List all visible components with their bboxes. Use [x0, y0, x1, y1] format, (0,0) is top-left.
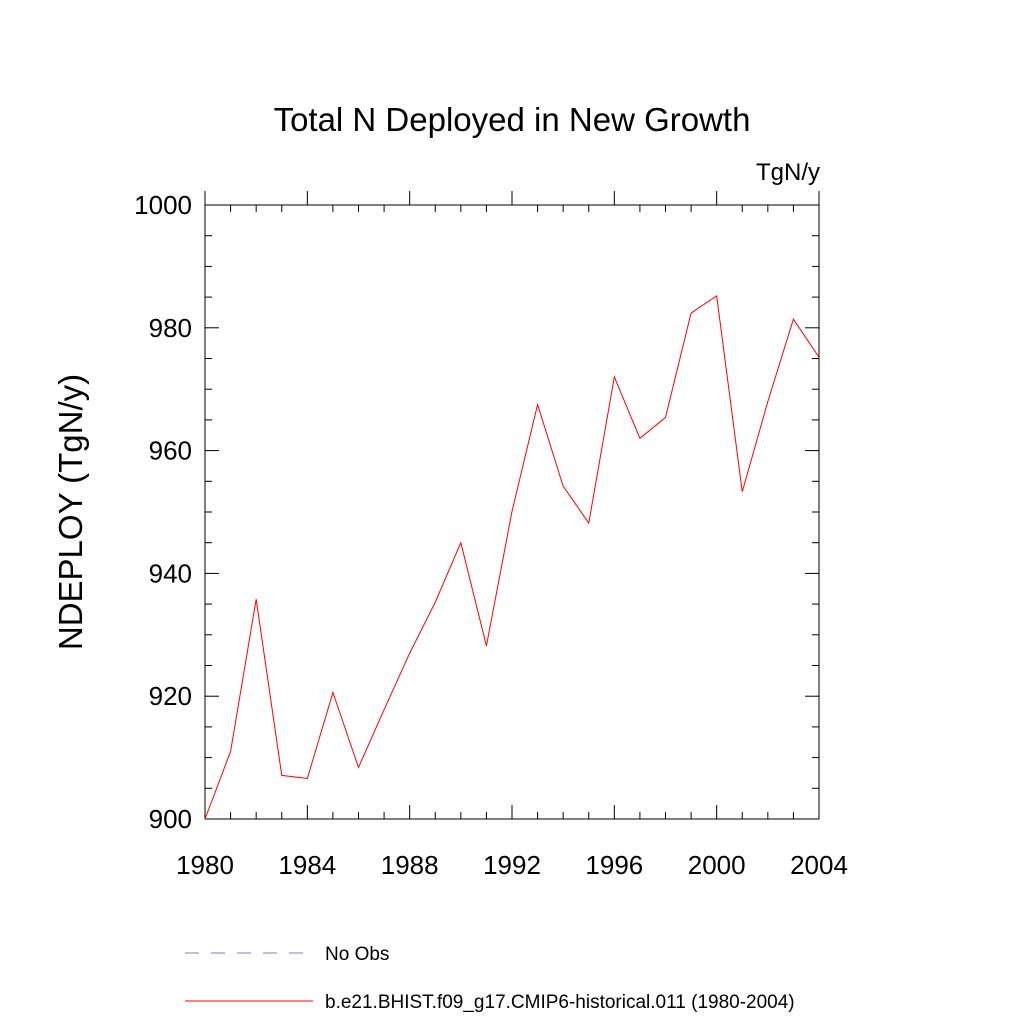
legend: No Obs b.e21.BHIST.f09_g17.CMIP6-histori… [185, 944, 795, 1013]
legend-label-no-obs: No Obs [325, 944, 389, 965]
series-group [204, 295, 820, 820]
y-tick-label: 940 [149, 558, 192, 588]
y-tick-label: 980 [149, 313, 192, 343]
axis-ticks [204, 191, 820, 820]
chart-title: Total N Deployed in New Growth [274, 101, 751, 138]
x-tick-label: 1992 [483, 850, 541, 880]
x-tick-label: 1988 [381, 850, 439, 880]
x-tick-label: 2004 [790, 850, 848, 880]
y-tick-label: 920 [149, 681, 192, 711]
legend-label-historical: b.e21.BHIST.f09_g17.CMIP6-historical.011… [325, 992, 795, 1013]
plot-frame [204, 204, 820, 820]
x-tick-label: 1984 [278, 850, 336, 880]
x-tick-label: 1980 [176, 850, 234, 880]
x-tick-label: 1996 [585, 850, 643, 880]
units-label: TgN/y [756, 159, 820, 186]
y-tick-label: 900 [149, 804, 192, 834]
x-tick-label: 2000 [688, 850, 746, 880]
y-tick-label: 960 [149, 436, 192, 466]
tick-labels: 1980 1984 1988 1992 1996 2000 2004 900 920 940 960… [134, 190, 848, 880]
y-tick-label: 1000 [134, 190, 192, 220]
series-line-0 [204, 295, 820, 820]
y-axis-label: NDEPLOY (TgN/y) [52, 374, 89, 650]
